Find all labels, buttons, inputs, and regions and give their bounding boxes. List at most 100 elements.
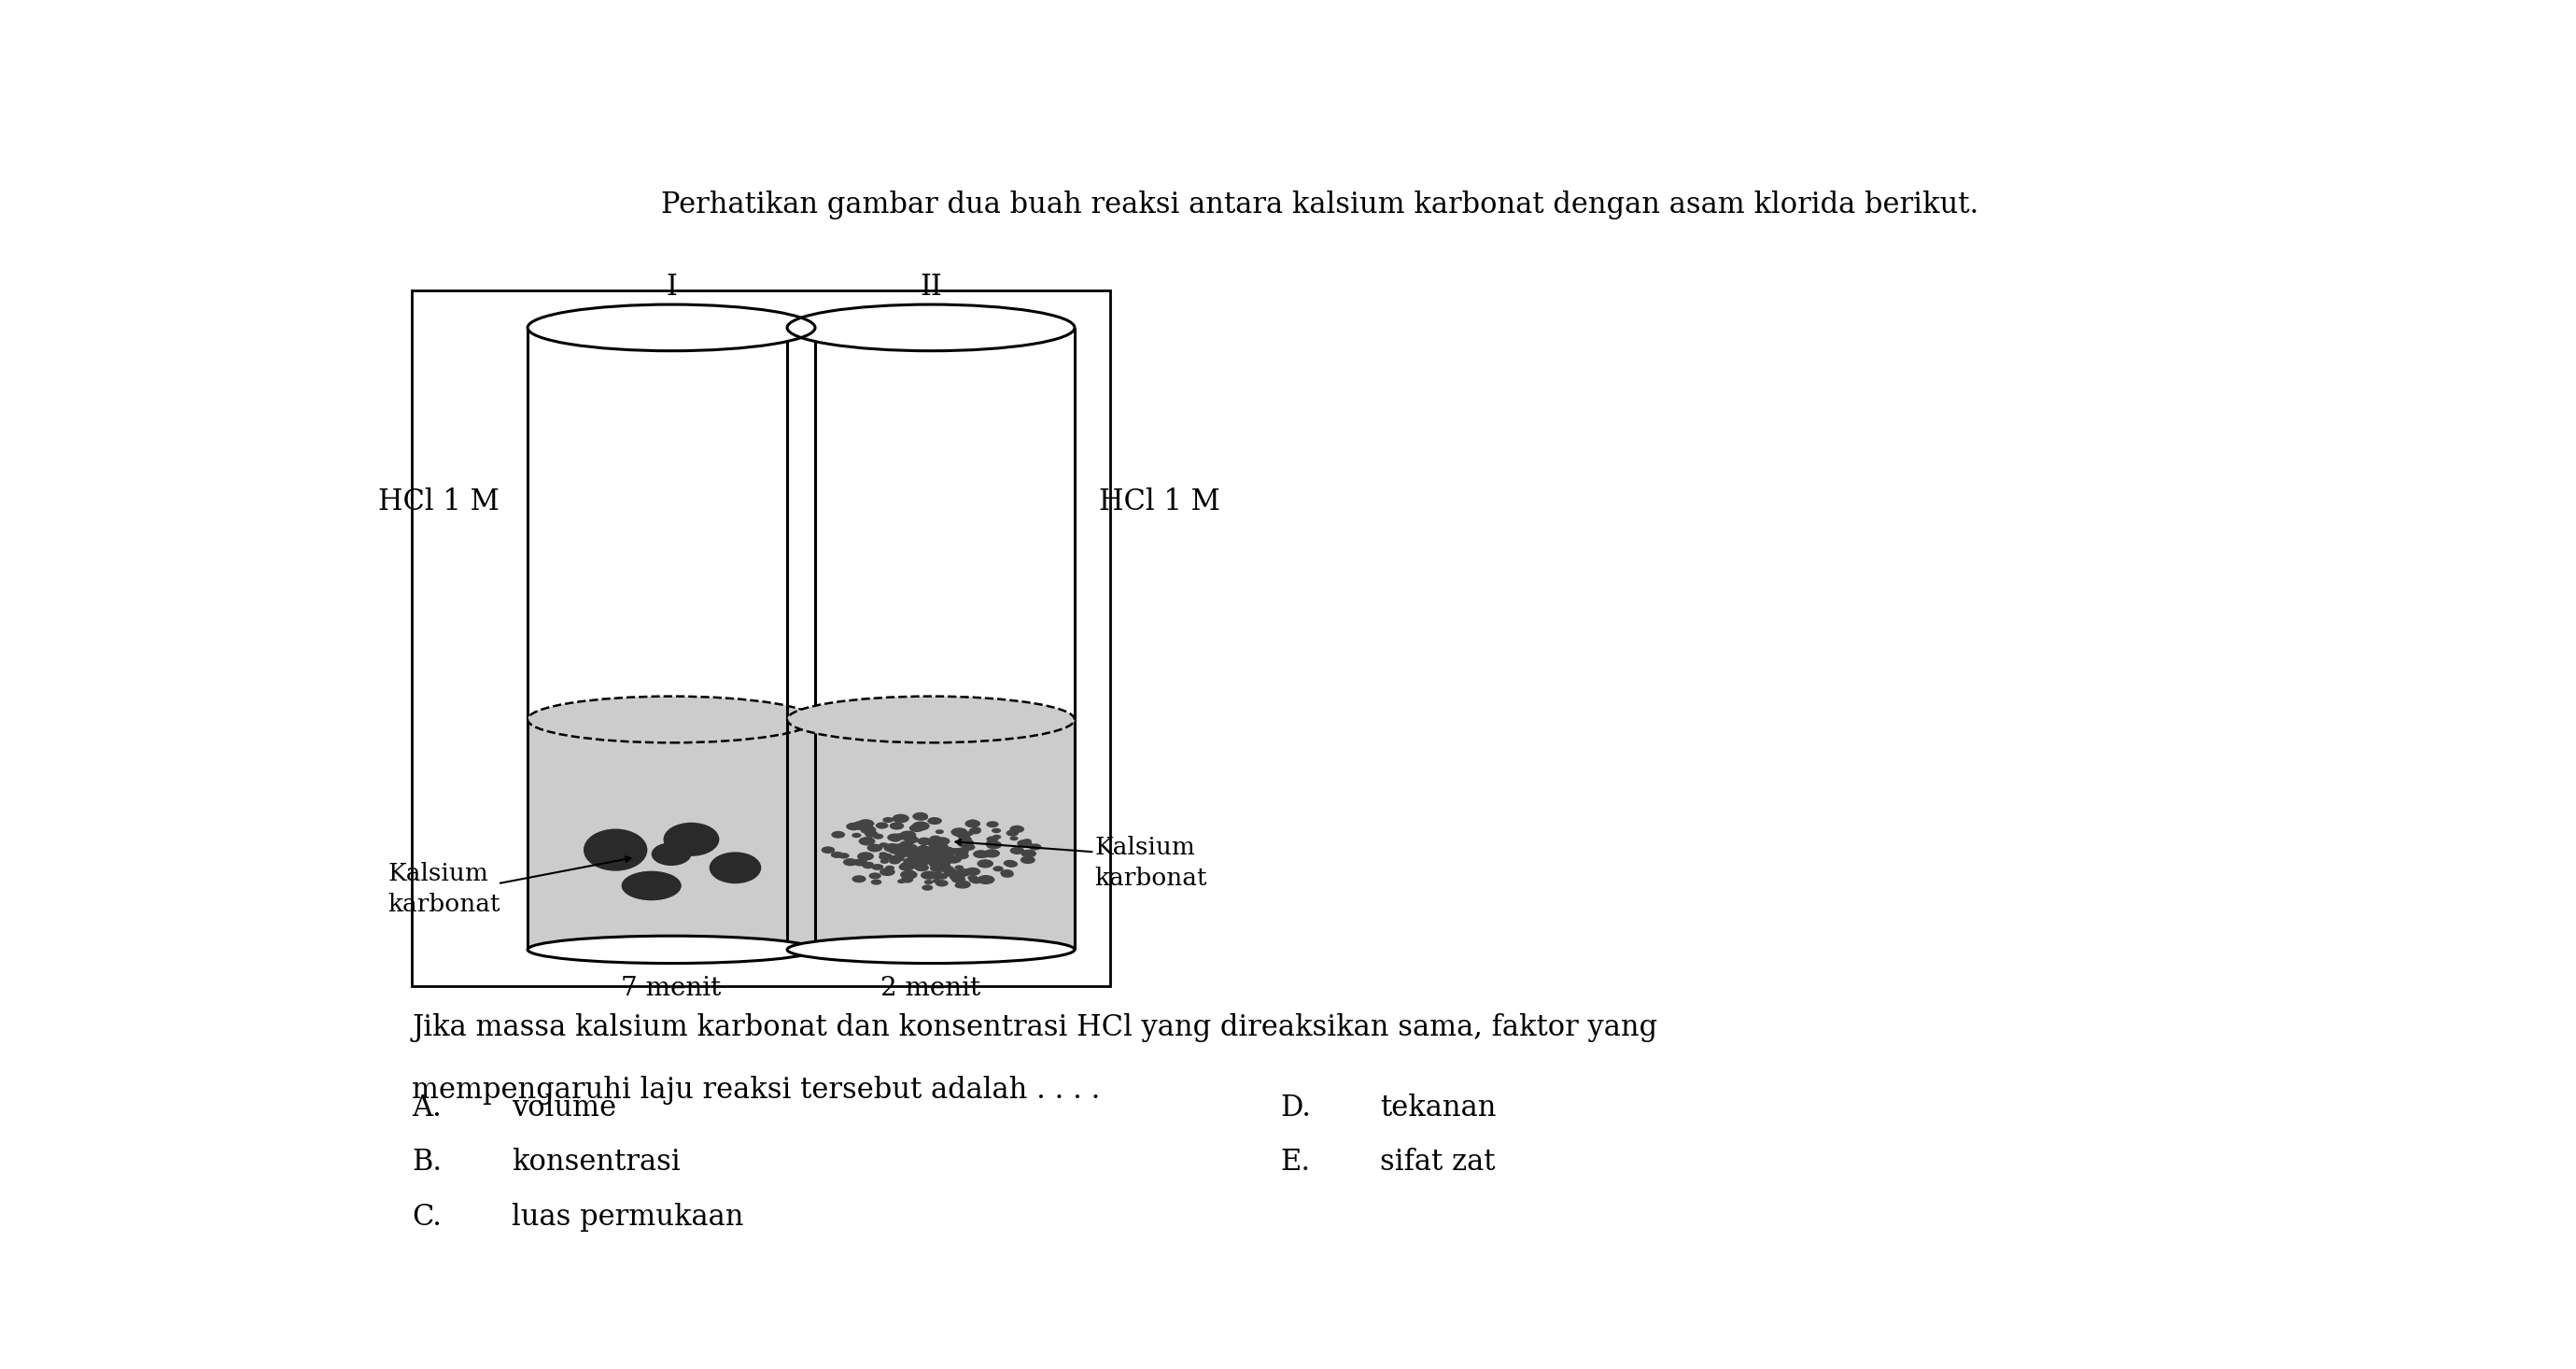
Ellipse shape [930, 872, 945, 879]
Ellipse shape [917, 846, 933, 854]
Ellipse shape [896, 847, 907, 853]
Ellipse shape [963, 868, 981, 876]
Ellipse shape [912, 852, 922, 857]
Text: konsentrasi: konsentrasi [513, 1149, 680, 1177]
Ellipse shape [927, 860, 943, 868]
Ellipse shape [842, 858, 858, 867]
Ellipse shape [935, 880, 948, 887]
Ellipse shape [912, 812, 927, 820]
Ellipse shape [933, 819, 943, 823]
Ellipse shape [948, 847, 961, 856]
Ellipse shape [1023, 839, 1030, 843]
Ellipse shape [866, 861, 873, 867]
Ellipse shape [940, 846, 956, 854]
Ellipse shape [912, 862, 927, 869]
Ellipse shape [912, 854, 922, 860]
Ellipse shape [943, 860, 951, 865]
Ellipse shape [927, 838, 940, 845]
Ellipse shape [914, 852, 930, 860]
Ellipse shape [971, 879, 981, 884]
Ellipse shape [904, 841, 912, 846]
Ellipse shape [858, 854, 868, 860]
Ellipse shape [935, 849, 953, 858]
Ellipse shape [889, 821, 904, 830]
Ellipse shape [528, 697, 814, 742]
Ellipse shape [878, 852, 886, 856]
Ellipse shape [920, 871, 938, 879]
Ellipse shape [920, 853, 933, 860]
Ellipse shape [899, 864, 912, 871]
Ellipse shape [971, 827, 981, 832]
Ellipse shape [951, 873, 966, 880]
Text: luas permukaan: luas permukaan [513, 1203, 744, 1232]
Ellipse shape [899, 871, 917, 879]
Ellipse shape [956, 865, 963, 869]
Ellipse shape [917, 846, 933, 854]
Ellipse shape [904, 846, 914, 852]
Ellipse shape [953, 830, 966, 838]
Ellipse shape [938, 873, 948, 879]
Ellipse shape [920, 853, 927, 857]
Ellipse shape [822, 846, 835, 854]
Ellipse shape [914, 850, 930, 857]
Ellipse shape [896, 879, 907, 883]
Ellipse shape [858, 819, 873, 828]
Ellipse shape [912, 849, 927, 857]
Text: Jika massa kalsium karbonat dan konsentrasi HCl yang direaksikan sama, faktor ya: Jika massa kalsium karbonat dan konsentr… [412, 1013, 1656, 1042]
Text: I: I [665, 272, 677, 301]
Text: volume: volume [513, 1094, 616, 1123]
Ellipse shape [909, 824, 925, 832]
Ellipse shape [976, 860, 994, 868]
Ellipse shape [961, 843, 976, 850]
Ellipse shape [920, 847, 930, 852]
Ellipse shape [920, 854, 930, 860]
Ellipse shape [938, 852, 948, 856]
Ellipse shape [1018, 839, 1033, 847]
Ellipse shape [920, 838, 930, 845]
Ellipse shape [987, 841, 1002, 849]
Ellipse shape [920, 850, 933, 857]
Ellipse shape [858, 836, 876, 846]
Ellipse shape [871, 864, 884, 871]
Ellipse shape [992, 828, 1002, 834]
Ellipse shape [708, 852, 760, 883]
Text: Perhatikan gambar dua buah reaksi antara kalsium karbonat dengan asam klorida be: Perhatikan gambar dua buah reaksi antara… [662, 190, 1978, 219]
Ellipse shape [930, 850, 938, 856]
Ellipse shape [969, 875, 979, 880]
Ellipse shape [969, 828, 981, 834]
Ellipse shape [1007, 830, 1018, 836]
Ellipse shape [873, 834, 884, 839]
Ellipse shape [528, 936, 814, 964]
Text: B.: B. [412, 1149, 443, 1177]
Ellipse shape [912, 821, 930, 831]
Ellipse shape [945, 847, 953, 852]
Ellipse shape [899, 847, 914, 854]
Ellipse shape [925, 854, 943, 864]
Ellipse shape [927, 847, 940, 854]
Ellipse shape [930, 835, 940, 842]
Ellipse shape [940, 852, 953, 858]
Ellipse shape [930, 864, 945, 872]
Ellipse shape [845, 823, 860, 831]
Ellipse shape [953, 847, 969, 856]
Ellipse shape [935, 836, 951, 845]
Ellipse shape [927, 852, 940, 858]
Ellipse shape [899, 831, 917, 839]
Ellipse shape [956, 880, 971, 888]
Ellipse shape [858, 852, 873, 861]
Ellipse shape [933, 842, 948, 852]
Ellipse shape [788, 697, 1074, 742]
Ellipse shape [884, 817, 894, 823]
Ellipse shape [933, 852, 948, 860]
Ellipse shape [927, 856, 940, 862]
Ellipse shape [904, 843, 917, 852]
Ellipse shape [899, 842, 912, 849]
Ellipse shape [894, 849, 912, 857]
Ellipse shape [920, 847, 933, 854]
Ellipse shape [853, 875, 866, 883]
Ellipse shape [832, 852, 842, 858]
Text: 7 menit: 7 menit [621, 976, 721, 1001]
Ellipse shape [925, 849, 938, 856]
Ellipse shape [891, 845, 907, 852]
Ellipse shape [899, 862, 917, 871]
